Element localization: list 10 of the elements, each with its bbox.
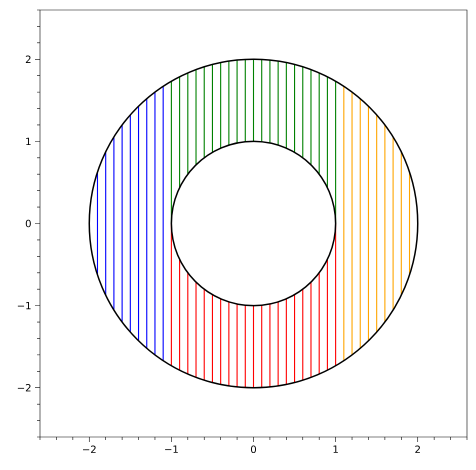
y-tick-label: 0 (26, 220, 31, 228)
y-tick-label: −1 (18, 302, 31, 310)
x-tick-label: −1 (165, 446, 178, 453)
y-tick-label: 2 (26, 56, 30, 63)
x-tick-label: 0 (250, 446, 256, 454)
x-tick-label: 2 (415, 446, 420, 453)
x-tick-label: −2 (82, 446, 96, 453)
x-tick-label: 1 (334, 446, 338, 453)
y-tick-label: 1 (26, 138, 31, 146)
y-tick-label: −2 (18, 384, 30, 392)
